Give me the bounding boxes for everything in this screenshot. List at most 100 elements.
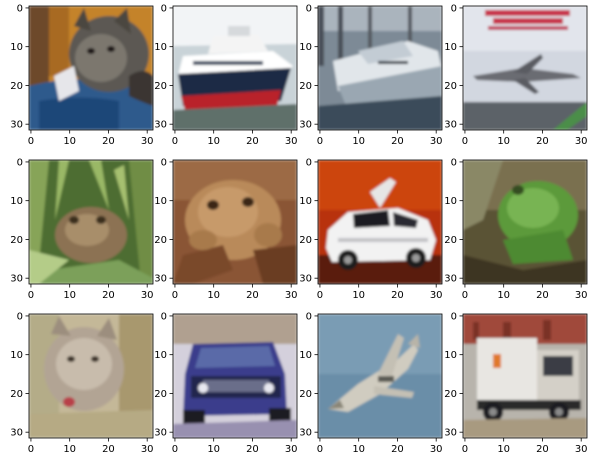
x-tick-label: 20 — [391, 290, 404, 301]
y-tick-label: 30 — [444, 428, 457, 439]
y-tick-label: 30 — [299, 274, 312, 285]
panel-frog-2: 0 10 20 30 0 10 20 30 — [154, 157, 297, 301]
x-tick-label: 30 — [575, 136, 588, 147]
y-tick-label: 30 — [299, 428, 312, 439]
y-tick-label: 20 — [299, 389, 312, 400]
x-tick-label: 30 — [285, 290, 298, 301]
x-tick-label: 0 — [317, 290, 323, 301]
axes-frame — [28, 313, 154, 439]
automobile-image — [173, 314, 297, 438]
panel-truck-1: 0 10 20 30 0 10 20 30 — [444, 311, 587, 455]
axes-frame — [462, 313, 588, 439]
x-tick-label: 30 — [285, 444, 298, 455]
x-tick-label: 10 — [207, 290, 220, 301]
panel-automobile-2: 0 10 20 30 0 10 20 30 — [154, 311, 297, 455]
x-tick-label: 20 — [536, 444, 549, 455]
x-tick-label: 10 — [497, 136, 510, 147]
x-tick-label: 30 — [575, 444, 588, 455]
x-tick-label: 20 — [246, 290, 259, 301]
y-tick-label: 10 — [154, 350, 167, 361]
y-tick-label: 0 — [17, 157, 23, 168]
panel-ship-2: 0 10 20 30 0 10 20 30 — [299, 3, 442, 147]
panel-frog-1: 0 10 20 30 0 10 20 30 — [10, 157, 153, 301]
x-tick-label: 10 — [352, 444, 365, 455]
x-tick-label: 0 — [462, 444, 468, 455]
x-tick-label: 20 — [102, 444, 115, 455]
x-tick-label: 30 — [575, 290, 588, 301]
y-tick-label: 0 — [17, 311, 23, 322]
y-tick-label: 10 — [299, 42, 312, 53]
y-tick-label: 20 — [299, 81, 312, 92]
y-tick-label: 20 — [444, 235, 457, 246]
x-tick-label: 10 — [352, 290, 365, 301]
x-tick-label: 20 — [102, 290, 115, 301]
y-tick-label: 0 — [451, 157, 457, 168]
x-tick-label: 10 — [352, 136, 365, 147]
x-tick-label: 30 — [141, 136, 154, 147]
y-tick-label: 30 — [444, 274, 457, 285]
cat-image — [29, 6, 153, 130]
y-tick-label: 0 — [161, 311, 167, 322]
y-tick-label: 30 — [154, 428, 167, 439]
x-tick-label: 0 — [28, 290, 34, 301]
y-tick-label: 0 — [161, 157, 167, 168]
y-tick-label: 20 — [10, 81, 23, 92]
axes-frame — [317, 5, 443, 131]
cat-image — [29, 314, 153, 438]
frog-image — [463, 160, 587, 284]
y-tick-label: 30 — [444, 120, 457, 131]
y-tick-label: 30 — [154, 120, 167, 131]
x-tick-label: 20 — [536, 136, 549, 147]
panel-cat-1: 0 10 20 30 0 10 20 30 — [10, 3, 153, 147]
axes-frame — [172, 5, 298, 131]
y-tick-label: 0 — [17, 3, 23, 14]
y-tick-label: 0 — [306, 3, 312, 14]
y-tick-label: 30 — [154, 274, 167, 285]
x-tick-label: 0 — [462, 136, 468, 147]
x-tick-label: 30 — [430, 290, 443, 301]
y-tick-label: 30 — [10, 428, 23, 439]
y-tick-label: 0 — [451, 311, 457, 322]
panel-automobile-1: 0 10 20 30 0 10 20 30 — [299, 157, 442, 301]
y-tick-label: 0 — [161, 3, 167, 14]
x-tick-label: 0 — [28, 444, 34, 455]
y-tick-label: 10 — [299, 196, 312, 207]
x-tick-label: 10 — [207, 444, 220, 455]
y-tick-label: 20 — [154, 235, 167, 246]
x-tick-label: 20 — [246, 136, 259, 147]
axes-frame — [172, 313, 298, 439]
x-tick-label: 10 — [497, 290, 510, 301]
y-tick-label: 30 — [299, 120, 312, 131]
truck-image — [463, 314, 587, 438]
x-tick-label: 10 — [497, 444, 510, 455]
airplane-image — [318, 314, 442, 438]
x-tick-label: 30 — [141, 290, 154, 301]
x-tick-label: 10 — [207, 136, 220, 147]
x-tick-label: 30 — [430, 136, 443, 147]
x-tick-label: 20 — [102, 136, 115, 147]
panels-layer: 0 10 20 30 0 10 20 30 0 10 20 30 0 10 20 30 0 10 20 30 0 10 20… — [10, 3, 587, 455]
axes-frame — [28, 159, 154, 285]
y-tick-label: 20 — [299, 235, 312, 246]
axes-frame — [462, 5, 588, 131]
y-tick-label: 10 — [154, 42, 167, 53]
x-tick-label: 20 — [391, 444, 404, 455]
y-tick-label: 20 — [10, 389, 23, 400]
y-tick-label: 30 — [10, 274, 23, 285]
y-tick-label: 10 — [10, 42, 23, 53]
panel-airplane-1: 0 10 20 30 0 10 20 30 — [444, 3, 587, 147]
x-tick-label: 20 — [536, 290, 549, 301]
ship-image — [173, 6, 297, 130]
y-tick-label: 30 — [10, 120, 23, 131]
y-tick-label: 20 — [444, 389, 457, 400]
axes-frame — [317, 159, 443, 285]
x-tick-label: 0 — [317, 444, 323, 455]
x-tick-label: 0 — [317, 136, 323, 147]
panel-cat-2: 0 10 20 30 0 10 20 30 — [10, 311, 153, 455]
axes-frame — [462, 159, 588, 285]
airplane-image — [463, 6, 587, 130]
y-tick-label: 10 — [444, 350, 457, 361]
panel-ship-1: 0 10 20 30 0 10 20 30 — [154, 3, 297, 147]
y-tick-label: 20 — [444, 81, 457, 92]
x-tick-label: 10 — [63, 444, 76, 455]
